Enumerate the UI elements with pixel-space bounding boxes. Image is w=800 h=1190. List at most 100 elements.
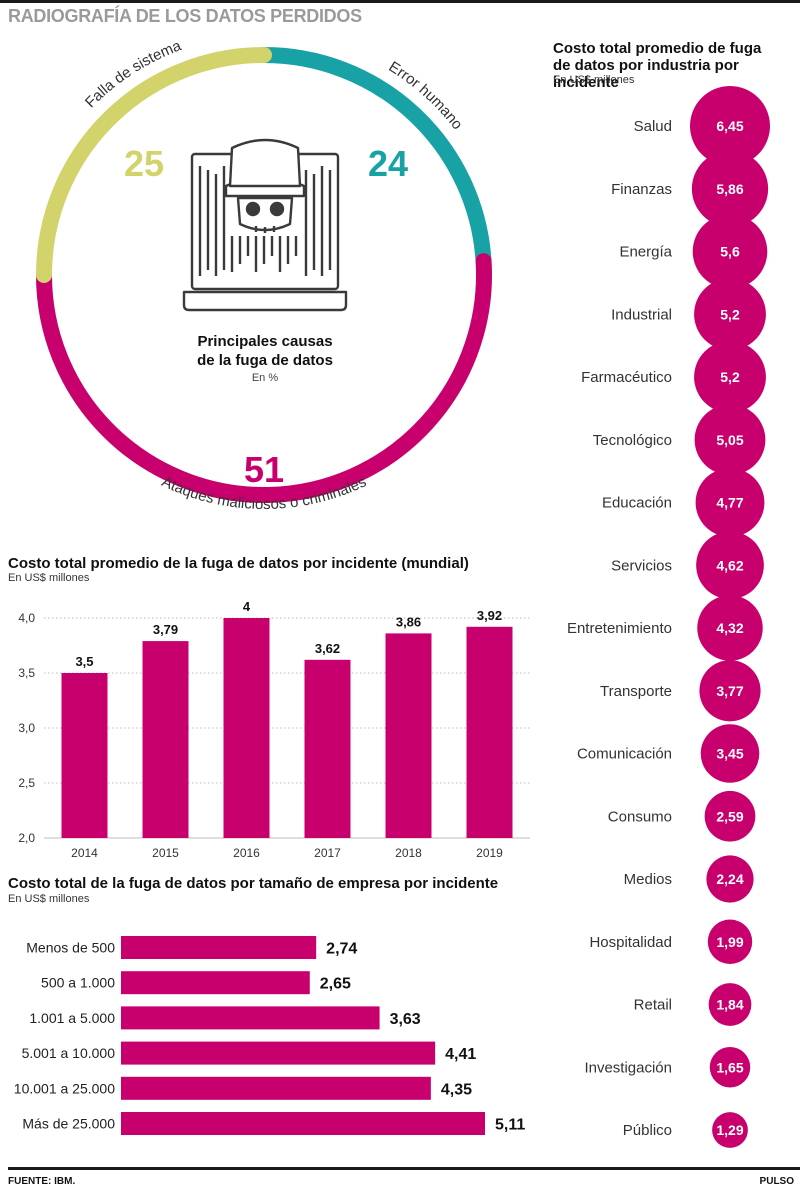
bubble-value-label: 4,32	[716, 620, 743, 636]
bubble-category-label: Público	[623, 1122, 672, 1139]
hbar-3	[121, 1006, 380, 1030]
source-note: FUENTE: IBM.	[8, 1176, 76, 1187]
company-size-bar-chart: Menos de 500 2,74 500 a 1.000 2,65 1.001 a 5…	[14, 936, 525, 1135]
bubble-category-label: Industrial	[611, 306, 672, 323]
bubble-category-label: Salud	[634, 118, 672, 135]
hacker-mask-shape	[236, 196, 294, 232]
bubble-category-label: Finanzas	[611, 181, 672, 198]
hbar-value-label: 2,74	[326, 941, 357, 958]
bubble-Retail	[708, 983, 752, 1026]
donut-value-human-error: 24	[368, 143, 408, 184]
page-title: RADIOGRAFÍA DE LOS DATOS PERDIDOS	[8, 6, 362, 26]
bubble-Público	[712, 1112, 748, 1148]
bubble-category-label: Transporte	[600, 683, 672, 700]
hbar-value-label: 4,41	[445, 1046, 476, 1063]
x-tick-label: 2015	[152, 846, 179, 860]
bubble-Comunicación	[700, 724, 760, 783]
bubble-Finanzas	[691, 150, 769, 227]
top-rule	[0, 0, 800, 3]
bubble-value-label: 5,6	[720, 244, 740, 260]
x-tick-label: 2016	[233, 846, 260, 860]
hbar-category-label: Menos de 500	[26, 940, 115, 956]
annual-cost-unit: En US$ millones	[8, 572, 90, 584]
bar-value-label: 3,79	[153, 622, 178, 637]
hbar-value-label: 3,63	[390, 1011, 421, 1028]
brand-label: PULSO	[759, 1176, 794, 1187]
bubble-category-label: Medios	[624, 871, 672, 888]
hbar-value-label: 4,35	[441, 1081, 472, 1098]
bubble-value-label: 6,45	[716, 118, 743, 134]
hacker-teeth	[254, 226, 276, 233]
industry-title-line1: Costo total promedio de fuga	[553, 40, 762, 57]
bar-2018	[385, 633, 432, 838]
bubble-Entretenimiento	[697, 595, 763, 661]
y-tick-label: 3,5	[18, 666, 35, 680]
bubble-category-label: Hospitalidad	[589, 934, 672, 951]
bubble-value-label: 2,59	[716, 808, 743, 824]
bubble-value-label: 1,29	[716, 1122, 743, 1138]
bubble-category-label: Investigación	[584, 1059, 672, 1076]
x-tick-label: 2019	[476, 846, 503, 860]
bubble-value-label: 3,45	[716, 746, 743, 762]
company-size-unit: En US$ millones	[8, 893, 90, 905]
bubble-value-label: 5,86	[716, 181, 743, 197]
bubble-value-label: 4,77	[716, 495, 743, 511]
bottom-rule	[8, 1167, 800, 1170]
industry-bubble-chart: 6,45 Salud 5,86 Finanzas 5,6 Energía 5,2 Indust…	[567, 86, 770, 1148]
bubble-category-label: Comunicación	[577, 746, 672, 763]
bubble-category-label: Energía	[619, 244, 672, 261]
donut-value-malicious-attacks: 51	[244, 449, 284, 490]
laptop-base-shape	[182, 290, 348, 312]
hbar-5	[121, 1076, 431, 1100]
annual-cost-bar-chart: 2,0 2,5 3,0 3,5 4,0 3,5 2014 3,79 2015 4 2016 3,62 2…	[18, 599, 530, 860]
bubble-value-label: 5,2	[720, 306, 740, 322]
y-tick-label: 4,0	[18, 611, 35, 625]
bubble-Farmacéutico	[694, 341, 766, 413]
hbar-category-label: Más de 25.000	[22, 1116, 115, 1132]
bubble-Consumo	[704, 790, 756, 842]
bubble-value-label: 5,05	[716, 432, 743, 448]
bubble-category-label: Entretenimiento	[567, 620, 672, 637]
bubble-Servicios	[696, 531, 764, 600]
hbar-1	[121, 936, 317, 959]
bar-value-label: 3,92	[477, 608, 502, 623]
y-tick-label: 2,5	[18, 776, 35, 790]
bubble-value-label: 1,99	[716, 934, 743, 950]
donut-segment-malicious-attacks	[36, 253, 492, 503]
bubble-Transporte	[699, 660, 761, 722]
industry-title-line2: de datos por industria por incidente	[553, 57, 739, 91]
bubble-Educación	[695, 468, 765, 537]
bubble-Salud	[690, 86, 770, 166]
donut-unit: En %	[252, 372, 279, 384]
y-tick-label: 2,0	[18, 831, 35, 845]
hbar-category-label: 10.001 a 25.000	[14, 1080, 115, 1096]
bubble-category-label: Farmacéutico	[581, 369, 672, 386]
bubble-category-label: Servicios	[611, 557, 672, 574]
y-tick-label: 3,0	[18, 721, 35, 735]
hbar-category-label: 5.001 a 10.000	[22, 1045, 116, 1061]
hbar-2	[121, 971, 310, 995]
donut-title-line1: Principales causas	[197, 333, 332, 350]
bubble-Medios	[706, 855, 754, 903]
hbar-value-label: 2,65	[320, 976, 351, 993]
bar-value-label: 3,62	[315, 641, 340, 656]
bubble-Industrial	[694, 278, 766, 351]
bubble-Investigación	[709, 1047, 751, 1088]
bubble-value-label: 1,84	[716, 997, 743, 1013]
donut-title-line2: de la fuga de datos	[197, 352, 333, 369]
hacker-hood-shape	[228, 138, 302, 188]
bar-2016	[223, 618, 270, 838]
industry-unit: En US$ millones	[553, 74, 635, 86]
donut-segment-system-failure	[36, 47, 272, 283]
bubble-value-label: 1,65	[716, 1059, 743, 1075]
bar-value-label: 4	[243, 599, 251, 614]
hacker-eye-left	[245, 201, 261, 217]
bar-value-label: 3,5	[75, 654, 93, 669]
bar-value-label: 3,86	[396, 614, 421, 629]
bubble-Hospitalidad	[707, 919, 753, 964]
annual-cost-title: Costo total promedio de la fuga de datos…	[8, 555, 469, 572]
donut-value-system-failure: 25	[124, 143, 164, 184]
bubble-value-label: 3,77	[716, 683, 743, 699]
company-size-title: Costo total de la fuga de datos por tama…	[8, 875, 499, 892]
x-tick-label: 2017	[314, 846, 341, 860]
